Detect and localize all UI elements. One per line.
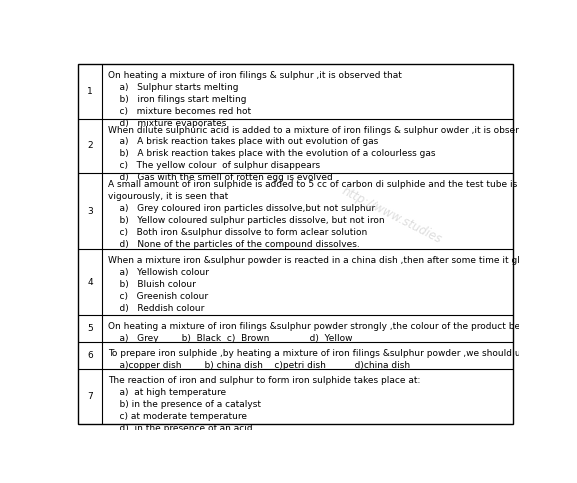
Text: On heating a mixture of iron filings & sulphur ,it is observed that: On heating a mixture of iron filings & s… — [108, 71, 402, 80]
Text: a)   Grey coloured iron particles dissolve,but not sulphur: a) Grey coloured iron particles dissolve… — [108, 204, 375, 213]
Text: a)   Yellowish colour: a) Yellowish colour — [108, 268, 209, 277]
Text: 2: 2 — [88, 142, 93, 150]
Text: d)   Gas with the smell of rotten egg is evolved: d) Gas with the smell of rotten egg is e… — [108, 173, 332, 182]
Text: b)   Yellow coloured sulphur particles dissolve, but not iron: b) Yellow coloured sulphur particles dis… — [108, 216, 384, 225]
Text: c)   The yellow colour  of sulphur disappears: c) The yellow colour of sulphur disappea… — [108, 161, 320, 170]
Text: a)  at high temperature: a) at high temperature — [108, 388, 226, 397]
Text: When a mixture iron &sulphur powder is reacted in a china dish ,then after some : When a mixture iron &sulphur powder is r… — [108, 256, 559, 265]
Text: a)   A brisk reaction takes place with out evolution of gas: a) A brisk reaction takes place with out… — [108, 138, 378, 146]
Text: vigourously, it is seen that: vigourously, it is seen that — [108, 192, 228, 201]
Text: a)   Grey        b)  Black  c)  Brown              d)  Yellow: a) Grey b) Black c) Brown d) Yellow — [108, 334, 352, 342]
Text: 1: 1 — [87, 87, 93, 96]
Text: c)   Both iron &sulphur dissolve to form aclear solution: c) Both iron &sulphur dissolve to form a… — [108, 228, 367, 237]
Text: http://www.studies: http://www.studies — [339, 185, 444, 246]
Text: b)   Bluish colour: b) Bluish colour — [108, 280, 196, 289]
Text: 5: 5 — [87, 324, 93, 333]
Text: A small amount of iron sulphide is added to 5 cc of carbon di sulphide and the t: A small amount of iron sulphide is added… — [108, 180, 552, 189]
Text: d)   Reddish colour: d) Reddish colour — [108, 304, 204, 313]
Text: d)  in the presence of an acid: d) in the presence of an acid — [108, 424, 252, 433]
Text: a)   Sulphur starts melting: a) Sulphur starts melting — [108, 83, 238, 92]
Text: 6: 6 — [87, 351, 93, 360]
Text: To prepare iron sulphide ,by heating a mixture of iron filings &sulphur powder ,: To prepare iron sulphide ,by heating a m… — [108, 349, 530, 358]
Text: 4: 4 — [88, 278, 93, 286]
Text: b) in the presence of a catalyst: b) in the presence of a catalyst — [108, 400, 261, 409]
Text: c)   Greenish colour: c) Greenish colour — [108, 292, 208, 301]
Text: d)   None of the particles of the compound dissolves.: d) None of the particles of the compound… — [108, 240, 359, 249]
Text: 7: 7 — [87, 392, 93, 401]
Text: a)copper dish        b) china dish    c)petri dish          d)china dish: a)copper dish b) china dish c)petri dish… — [108, 361, 410, 370]
Text: c)   mixture becomes red hot: c) mixture becomes red hot — [108, 107, 251, 116]
Text: c) at moderate temperature: c) at moderate temperature — [108, 412, 246, 421]
Text: On heating a mixture of iron filings &sulphur powder strongly ,the colour of the: On heating a mixture of iron filings &su… — [108, 322, 549, 331]
Text: b)   iron filings start melting: b) iron filings start melting — [108, 95, 246, 104]
Text: d)   mixture evaporates: d) mixture evaporates — [108, 119, 226, 128]
Text: The reaction of iron and sulphur to form iron sulphide takes place at:: The reaction of iron and sulphur to form… — [108, 376, 420, 385]
Text: When dilute sulphuric acid is added to a mixture of iron filings & sulphur owder: When dilute sulphuric acid is added to a… — [108, 126, 557, 135]
Text: b)   A brisk reaction takes place with the evolution of a colourless gas: b) A brisk reaction takes place with the… — [108, 149, 435, 158]
Text: 3: 3 — [87, 207, 93, 216]
